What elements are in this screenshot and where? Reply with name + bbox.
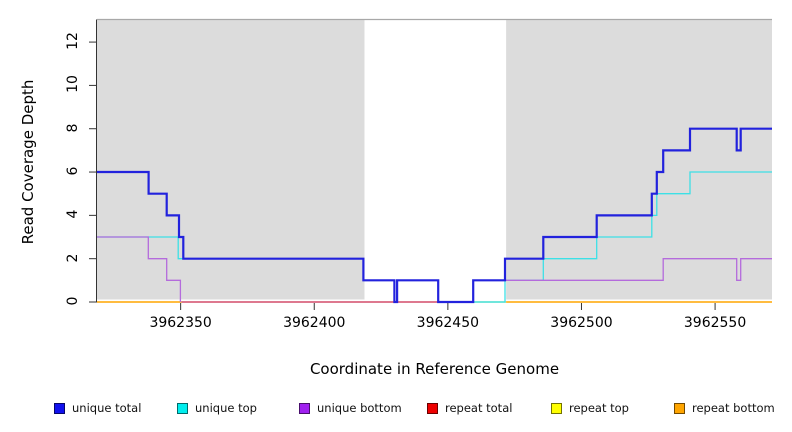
- legend-swatch: [177, 402, 188, 414]
- legend-label: unique total: [72, 401, 142, 415]
- series-unique-total: [97, 127, 772, 304]
- x-tick-label: 3962400: [283, 315, 346, 331]
- y-tick-label: 8: [65, 123, 81, 133]
- y-tick-label: 12: [65, 32, 81, 50]
- x-tick-label: 3962350: [149, 315, 212, 331]
- y-tick-label: 6: [65, 166, 81, 176]
- legend-swatch: [551, 402, 562, 414]
- legend-item-unique-bottom: unique bottom: [299, 400, 402, 416]
- y-axis-title: Read Coverage Depth: [19, 79, 37, 245]
- shaded-region-right: [506, 19, 772, 300]
- series-unique-bottom: [472, 258, 772, 302]
- legend-swatch: [674, 402, 685, 414]
- x-tick-label: 3962450: [416, 315, 480, 331]
- x-tick-label: 3962550: [683, 315, 747, 331]
- legend-swatch: [299, 402, 310, 414]
- x-axis-title: Coordinate in Reference Genome: [309, 360, 560, 378]
- y-tick-label: 4: [65, 209, 81, 219]
- legend-item-repeat-top: repeat top: [551, 400, 629, 416]
- legend-item-unique-total: unique total: [54, 400, 141, 416]
- legend-label: repeat bottom: [692, 401, 775, 415]
- y-tick-label: 10: [65, 75, 81, 94]
- x-tick-label: 3962500: [550, 315, 613, 331]
- legend-item-unique-top: unique top: [177, 400, 257, 416]
- y-tick-label: 0: [65, 296, 81, 306]
- legend-label: repeat top: [569, 401, 629, 415]
- legend-item-repeat-total: repeat total: [427, 400, 512, 416]
- legend-label: unique bottom: [317, 401, 402, 415]
- legend-swatch: [54, 402, 65, 414]
- legend-swatch: [427, 402, 438, 414]
- series-unique-bottom: [97, 236, 182, 302]
- legend-item-repeat-bottom: repeat bottom: [674, 400, 775, 416]
- legend-label: repeat total: [445, 401, 513, 415]
- y-tick-label: 2: [65, 253, 81, 263]
- legend-label: unique top: [195, 401, 257, 415]
- shaded-region-left: [97, 19, 365, 300]
